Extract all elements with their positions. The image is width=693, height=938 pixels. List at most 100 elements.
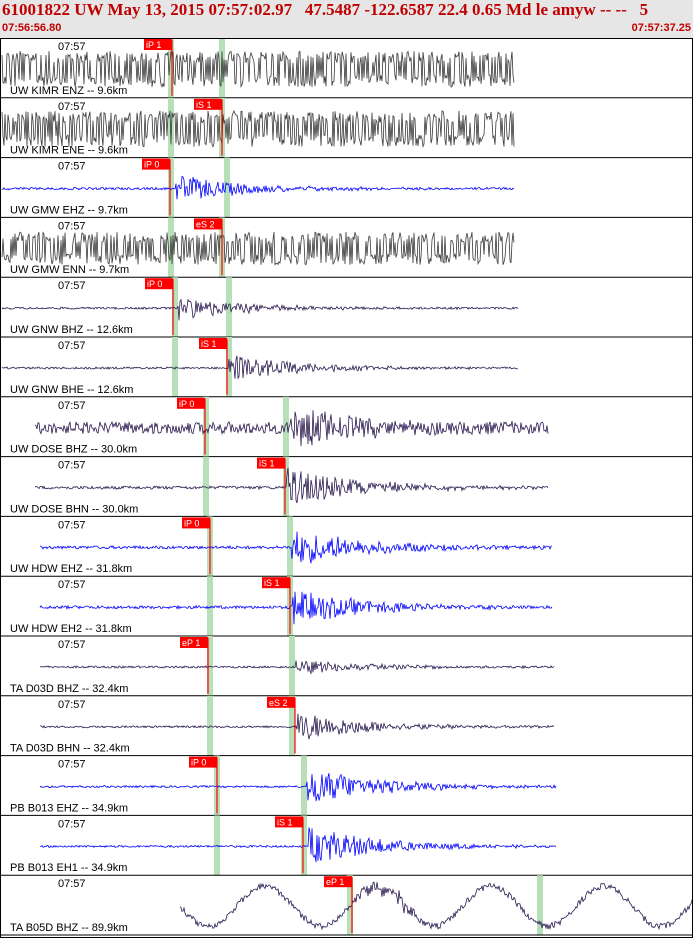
time-label: 07:57	[58, 161, 86, 173]
time-label: 07:57	[58, 101, 86, 113]
station-label: UW GMW ENN -- 9.7km	[10, 264, 129, 276]
time-label: 07:57	[58, 519, 86, 531]
trace-row[interactable]: eS 2 07:57 UW GMW ENN -- 9.7km	[0, 217, 693, 278]
arrival-window	[168, 97, 174, 158]
arrival-window	[301, 755, 307, 816]
pick-label: iP 0	[144, 160, 159, 170]
start-time-label: 07:56:56.80	[2, 22, 62, 34]
pick-label: eS 2	[196, 219, 215, 229]
pick-marker[interactable]	[199, 338, 227, 349]
waveform	[1, 109, 515, 149]
waveform	[39, 531, 553, 564]
pick-label: iP 0	[179, 399, 194, 409]
trace-row[interactable]: eP 1 07:57 TA D03D BHZ -- 32.4km	[0, 636, 693, 697]
station-label: TA B05D BHZ -- 89.9km	[10, 922, 128, 934]
pick-label: iS 1	[259, 459, 275, 469]
waveform	[1, 231, 515, 266]
pick-marker[interactable]	[189, 756, 217, 768]
station-label: UW DOSE BHZ -- 30.0km	[10, 444, 137, 456]
pick-label: eP 1	[182, 638, 200, 648]
arrival-window	[207, 576, 213, 636]
time-label: 07:57	[58, 280, 86, 292]
waveform	[34, 467, 549, 504]
station-label: UW GNW BHZ -- 12.6km	[10, 324, 133, 336]
time-label: 07:57	[58, 41, 86, 53]
time-label: 07:57	[58, 400, 86, 412]
pick-marker[interactable]	[182, 517, 210, 529]
trace-row[interactable]: eP 1 07:57 TA B05D BHZ -- 89.9km	[0, 875, 693, 936]
station-label: UW HDW EH2 -- 31.8km	[10, 623, 132, 635]
pick-label: iP 0	[147, 279, 162, 289]
trace-row[interactable]: iP 0 07:57 PB B013 EHZ -- 34.9km	[0, 755, 693, 816]
waveform	[39, 591, 553, 625]
arrival-window	[537, 875, 543, 935]
trace-row[interactable]: iS 1 07:57 UW DOSE BHN -- 30.0km	[0, 456, 693, 517]
end-time-label: 07:57:37.25	[631, 22, 691, 34]
pick-marker[interactable]	[145, 278, 173, 290]
trace-row[interactable]: iP 0 07:57 UW GNW BHZ -- 12.6km	[0, 277, 693, 338]
station-label: UW HDW EHZ -- 31.8km	[10, 563, 132, 575]
arrival-window	[347, 875, 353, 935]
waveform	[34, 410, 549, 447]
waveform	[40, 713, 555, 740]
pick-label: iS 1	[201, 339, 217, 349]
pick-label: eP 1	[326, 877, 344, 887]
arrival-window	[289, 636, 295, 696]
station-label: TA D03D BHN -- 32.4km	[10, 743, 130, 755]
station-label: UW GMW EHZ -- 9.7km	[10, 204, 128, 216]
time-label: 07:57	[58, 878, 86, 890]
arrival-window	[207, 636, 213, 696]
pick-marker[interactable]	[144, 39, 172, 50]
pick-label: eS 2	[269, 698, 288, 708]
pick-marker[interactable]	[180, 637, 208, 648]
trace-row[interactable]: iS 1 07:57 UW KIMR ENE -- 9.6km	[0, 97, 693, 159]
pick-marker[interactable]	[194, 218, 222, 230]
arrival-window	[172, 337, 178, 397]
pick-label: iP 0	[184, 518, 199, 528]
waveform	[1, 298, 519, 321]
station-label: TA D03D BHZ -- 32.4km	[10, 683, 128, 695]
arrival-window	[289, 695, 295, 756]
pick-marker[interactable]	[275, 816, 303, 828]
arrival-window	[287, 516, 293, 577]
trace-row[interactable]: iS 1 07:57 PB B013 EH1 -- 34.9km	[0, 815, 693, 876]
waveform	[1, 175, 515, 200]
time-label: 07:57	[58, 759, 86, 771]
arrival-window	[168, 157, 174, 218]
waveform	[39, 773, 557, 802]
arrival-window	[203, 396, 209, 457]
pick-marker[interactable]	[142, 158, 170, 170]
station-label: UW KIMR ENZ -- 9.6km	[10, 85, 127, 97]
trace-row[interactable]: iS 1 07:57 UW HDW EH2 -- 31.8km	[0, 576, 693, 637]
event-title: 61001822 UW May 13, 2015 07:57:02.97 47.…	[2, 0, 649, 19]
trace-row[interactable]: iP 1 07:57 UW KIMR ENZ -- 9.6km	[0, 38, 693, 99]
arrival-window	[168, 38, 174, 98]
arrival-window	[172, 277, 178, 337]
arrival-window	[224, 157, 230, 218]
seismogram-panel[interactable]: iP 1 07:57 UW KIMR ENZ -- 9.6km iS 1 07:57 UW…	[0, 38, 693, 938]
pick-marker[interactable]	[262, 577, 290, 589]
pick-marker[interactable]	[257, 457, 285, 469]
arrival-window	[226, 337, 232, 397]
pick-label: iS 1	[264, 578, 280, 588]
time-label: 07:57	[58, 220, 86, 232]
arrival-window	[219, 38, 225, 98]
trace-row[interactable]: eS 2 07:57 TA D03D BHN -- 32.4km	[0, 695, 693, 757]
waveform	[39, 660, 555, 675]
arrival-window	[283, 396, 289, 457]
pick-marker[interactable]	[177, 397, 205, 409]
trace-row[interactable]: iP 0 07:57 UW DOSE BHZ -- 30.0km	[0, 396, 693, 458]
event-header: 61001822 UW May 13, 2015 07:57:02.97 47.…	[0, 0, 693, 39]
pick-marker[interactable]	[194, 98, 222, 110]
time-label: 07:57	[58, 639, 86, 651]
trace-row[interactable]: iP 0 07:57 UW GMW EHZ -- 9.7km	[0, 157, 693, 218]
pick-marker[interactable]	[324, 876, 352, 888]
station-label: PB B013 EH1 -- 34.9km	[10, 862, 127, 874]
trace-row[interactable]: iP 0 07:57 UW HDW EHZ -- 31.8km	[0, 516, 693, 577]
arrival-window	[226, 277, 232, 337]
pick-marker[interactable]	[267, 696, 295, 708]
waveform	[1, 355, 519, 380]
pick-label: iS 1	[196, 100, 212, 110]
pick-label: iP 1	[146, 40, 161, 50]
trace-row[interactable]: iS 1 07:57 UW GNW BHE -- 12.6km	[0, 337, 693, 398]
